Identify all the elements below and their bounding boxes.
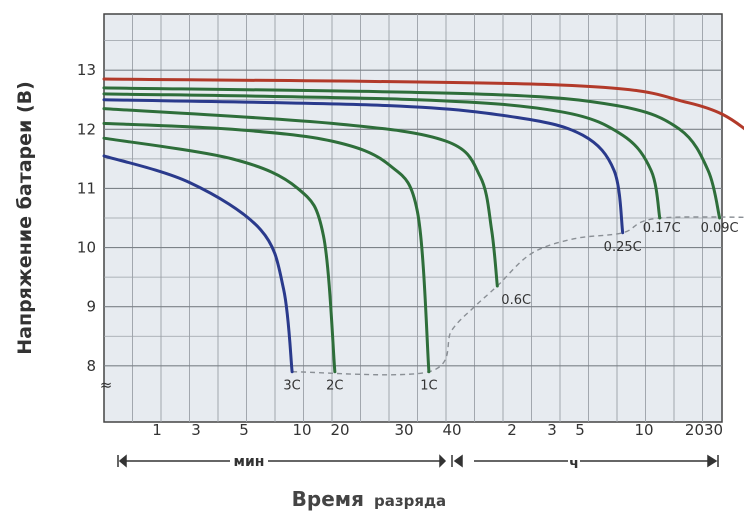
x-tick-label: 5 — [575, 421, 585, 439]
x-axis-label-sub: разряда — [374, 492, 446, 510]
x-tick-labels: 1 3 5 10 20 30 40 2 3 5 10 2030 — [152, 421, 723, 439]
x-tick-label: 40 — [442, 421, 461, 439]
x-tick-label: 3 — [191, 421, 201, 439]
y-tick-label: 9 — [86, 298, 96, 316]
series-label-0.09C: 0.09C — [701, 221, 739, 236]
y-tick-label: 8 — [86, 357, 96, 375]
series-line-0.09C — [102, 86, 722, 220]
x-tick-label: 1 — [152, 421, 162, 439]
cutoff-dashed-line — [292, 216, 744, 376]
series-line-0.25C — [102, 98, 625, 235]
x-tick-label: 5 — [239, 421, 249, 439]
x-tick-label: 10 — [634, 421, 653, 439]
y-axis-label: Напряжение батареи (В) — [14, 81, 36, 355]
y-tick-label: 13 — [77, 61, 96, 79]
y-tick-label: 12 — [77, 120, 96, 138]
range-left-end-arrow — [117, 454, 127, 468]
x-tick-label: 10 — [292, 421, 311, 439]
series-label-3C: 3C — [283, 379, 300, 394]
series-line-0.05C — [102, 77, 744, 131]
series-label-0.25C: 0.25C — [604, 240, 642, 255]
series-label-2C: 2C — [326, 379, 343, 394]
x-tick-label: 2 — [507, 421, 517, 439]
series-line-3C — [102, 154, 294, 374]
x-tick-label: 30 — [394, 421, 413, 439]
range-mid-arrow — [439, 454, 463, 468]
series-label-0.17C: 0.17C — [643, 221, 681, 236]
unit-hours: ч — [569, 456, 579, 472]
series-label-1C: 1C — [420, 379, 437, 394]
series-line-1C — [102, 121, 431, 374]
cutoff-curve — [292, 216, 744, 376]
y-tick-label: 11 — [77, 179, 96, 197]
series-line-2C — [102, 136, 337, 374]
time-range-bar: мин ч — [117, 454, 719, 472]
series-group — [102, 77, 744, 374]
series-label-0.6C: 0.6C — [501, 293, 531, 308]
y-tick-label: 10 — [77, 239, 96, 257]
series-line-0.6C — [102, 107, 499, 288]
y-break-symbol: ≈ — [100, 376, 113, 394]
x-axis-label-main: Время — [292, 487, 364, 511]
x-tick-label: 20 — [330, 421, 349, 439]
y-tick-labels: 13 12 11 10 9 8 — [77, 61, 96, 375]
unit-minutes: мин — [234, 454, 265, 470]
series-line-0.17C — [102, 92, 662, 220]
x-tick-label: 2030 — [685, 421, 723, 439]
range-right-end-arrow — [707, 454, 719, 468]
x-tick-label: 3 — [547, 421, 557, 439]
